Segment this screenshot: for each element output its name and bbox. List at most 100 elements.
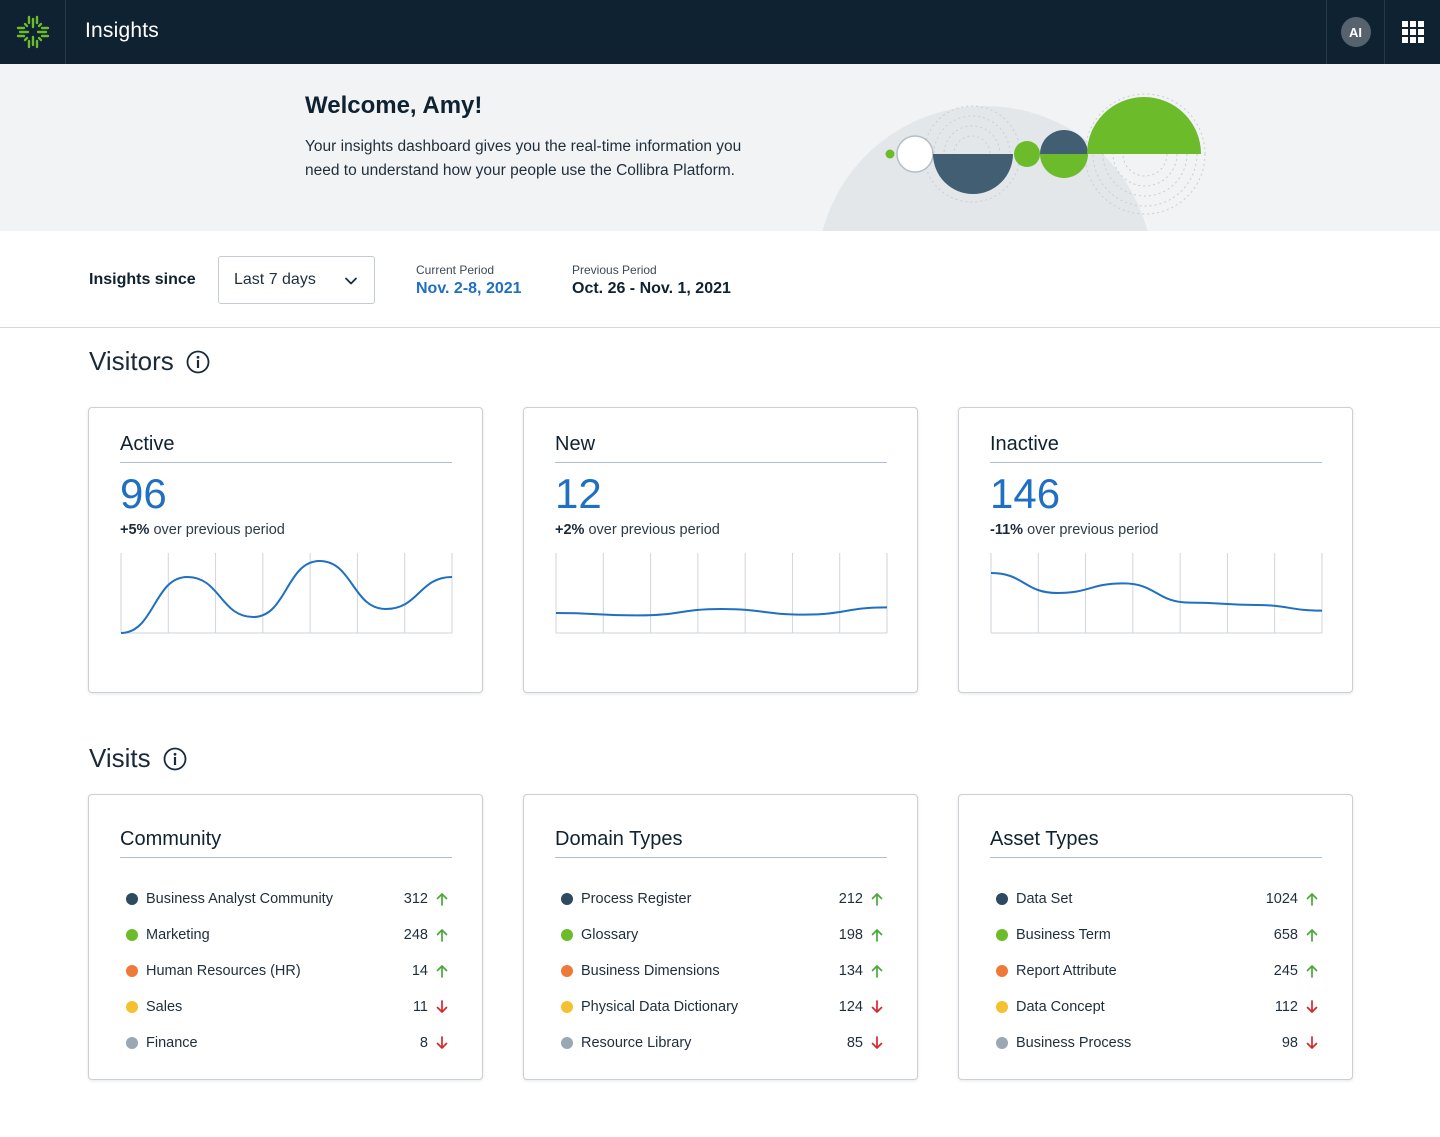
arrow-up-icon bbox=[1306, 929, 1318, 942]
legend-dot bbox=[561, 965, 573, 977]
visitors-heading: Visitors bbox=[89, 346, 210, 377]
card-title: Inactive bbox=[990, 433, 1322, 463]
item-label: Sales bbox=[146, 999, 183, 1015]
date-range-select[interactable]: Last 7 days bbox=[218, 256, 375, 304]
item-count: 98 bbox=[1281, 1035, 1298, 1051]
item-count: 248 bbox=[403, 927, 428, 943]
metric-value: 12 bbox=[555, 470, 602, 517]
arrow-up-icon bbox=[1306, 965, 1318, 978]
sparkline-chart bbox=[555, 553, 888, 634]
avatar[interactable]: AI bbox=[1340, 17, 1371, 47]
current-period-value: Nov. 2-8, 2021 bbox=[416, 280, 522, 297]
legend-dot bbox=[561, 893, 573, 905]
info-icon[interactable] bbox=[163, 747, 187, 771]
legend-dot bbox=[996, 893, 1008, 905]
sparkline-chart bbox=[990, 553, 1323, 634]
card-title: Asset Types bbox=[990, 828, 1322, 858]
list-item[interactable]: Resource Library 85 bbox=[561, 1025, 883, 1061]
arrow-up-icon bbox=[436, 965, 448, 978]
arrow-up-icon bbox=[436, 893, 448, 906]
legend-dot bbox=[561, 1037, 573, 1049]
arrow-down-icon bbox=[1306, 1036, 1318, 1049]
delta-text: over previous period bbox=[1023, 522, 1159, 538]
arrow-down-icon bbox=[436, 1036, 448, 1049]
list-item[interactable]: Marketing 248 bbox=[126, 917, 448, 953]
card-title: New bbox=[555, 433, 887, 463]
item-count: 212 bbox=[838, 891, 863, 907]
delta-percent: -11% bbox=[990, 522, 1024, 538]
visits-card-community: Community Business Analyst Community 312 M… bbox=[88, 794, 483, 1080]
grid-icon bbox=[1402, 21, 1424, 43]
list-item[interactable]: Finance 8 bbox=[126, 1025, 448, 1061]
visit-list: Process Register 212 Glossary 198 Business D… bbox=[561, 881, 883, 1061]
previous-period: Previous Period Oct. 26 - Nov. 1, 2021 bbox=[572, 263, 731, 298]
arrow-down-icon bbox=[1306, 1000, 1318, 1013]
item-count: 198 bbox=[838, 927, 863, 943]
list-item[interactable]: Business Process 98 bbox=[996, 1025, 1318, 1061]
metric-value: 146 bbox=[990, 470, 1061, 517]
item-label: Data Set bbox=[1016, 891, 1073, 907]
legend-dot bbox=[126, 893, 138, 905]
visits-title: Visits bbox=[89, 743, 151, 773]
legend-dot bbox=[996, 1037, 1008, 1049]
collibra-logo-icon bbox=[16, 15, 49, 49]
visitors-card-inactive: Inactive 146 -11% over previous period bbox=[958, 407, 1353, 693]
current-period: Current Period Nov. 2-8, 2021 bbox=[416, 263, 522, 298]
list-item[interactable]: Report Attribute 245 bbox=[996, 953, 1318, 989]
list-item[interactable]: Glossary 198 bbox=[561, 917, 883, 953]
item-count: 1024 bbox=[1265, 891, 1298, 907]
item-count: 658 bbox=[1273, 927, 1298, 943]
item-count: 11 bbox=[412, 999, 428, 1015]
visitors-title: Visitors bbox=[89, 346, 174, 376]
item-label: Business Process bbox=[1016, 1035, 1132, 1051]
item-count: 85 bbox=[846, 1035, 863, 1051]
list-item[interactable]: Business Dimensions 134 bbox=[561, 953, 883, 989]
legend-dot bbox=[996, 1001, 1008, 1013]
arrow-up-icon bbox=[871, 893, 883, 906]
delta-text: over previous period bbox=[584, 522, 720, 538]
list-item[interactable]: Human Resources (HR) 14 bbox=[126, 953, 448, 989]
list-item[interactable]: Business Analyst Community 312 bbox=[126, 881, 448, 917]
legend-dot bbox=[561, 1001, 573, 1013]
metric-value: 96 bbox=[120, 470, 167, 517]
current-period-label: Current Period bbox=[416, 263, 495, 277]
trend-line bbox=[120, 559, 453, 634]
trend-line bbox=[990, 572, 1323, 612]
item-label: Data Concept bbox=[1016, 999, 1105, 1015]
item-label: Resource Library bbox=[581, 1035, 692, 1051]
legend-dot bbox=[561, 929, 573, 941]
arrow-down-icon bbox=[436, 1000, 448, 1013]
filter-bar: Insights since Last 7 days Current Perio… bbox=[0, 231, 1440, 328]
collibra-logo[interactable] bbox=[0, 0, 66, 64]
info-icon[interactable] bbox=[186, 350, 210, 374]
item-count: 245 bbox=[1273, 963, 1298, 979]
list-item[interactable]: Data Concept 112 bbox=[996, 989, 1318, 1025]
item-count: 312 bbox=[403, 891, 428, 907]
delta-percent: +2% bbox=[555, 522, 585, 538]
item-label: Process Register bbox=[581, 891, 692, 907]
list-item[interactable]: Process Register 212 bbox=[561, 881, 883, 917]
list-item[interactable]: Physical Data Dictionary 124 bbox=[561, 989, 883, 1025]
list-item[interactable]: Sales 11 bbox=[126, 989, 448, 1025]
card-title: Domain Types bbox=[555, 828, 887, 858]
metric-delta: -11% over previous period bbox=[990, 522, 1158, 538]
item-label: Report Attribute bbox=[1016, 963, 1117, 979]
item-label: Finance bbox=[146, 1035, 198, 1051]
legend-dot bbox=[996, 929, 1008, 941]
item-count: 8 bbox=[419, 1035, 428, 1051]
top-bar: Insights AI bbox=[0, 0, 1440, 64]
visitors-card-new: New 12 +2% over previous period bbox=[523, 407, 918, 693]
visits-card-domain-types: Domain Types Process Register 212 Glossary… bbox=[523, 794, 918, 1080]
item-label: Marketing bbox=[146, 927, 210, 943]
item-label: Glossary bbox=[581, 927, 639, 943]
list-item[interactable]: Data Set 1024 bbox=[996, 881, 1318, 917]
metric-delta: +5% over previous period bbox=[120, 522, 285, 538]
delta-percent: +5% bbox=[120, 522, 150, 538]
visit-list: Business Analyst Community 312 Marketing 24… bbox=[126, 881, 448, 1061]
app-title: Insights bbox=[85, 19, 159, 42]
app-launcher-button[interactable] bbox=[1386, 0, 1440, 64]
welcome-text: Your insights dashboard gives you the re… bbox=[305, 138, 742, 179]
legend-dot bbox=[126, 965, 138, 977]
user-menu[interactable]: AI bbox=[1326, 0, 1385, 64]
list-item[interactable]: Business Term 658 bbox=[996, 917, 1318, 953]
